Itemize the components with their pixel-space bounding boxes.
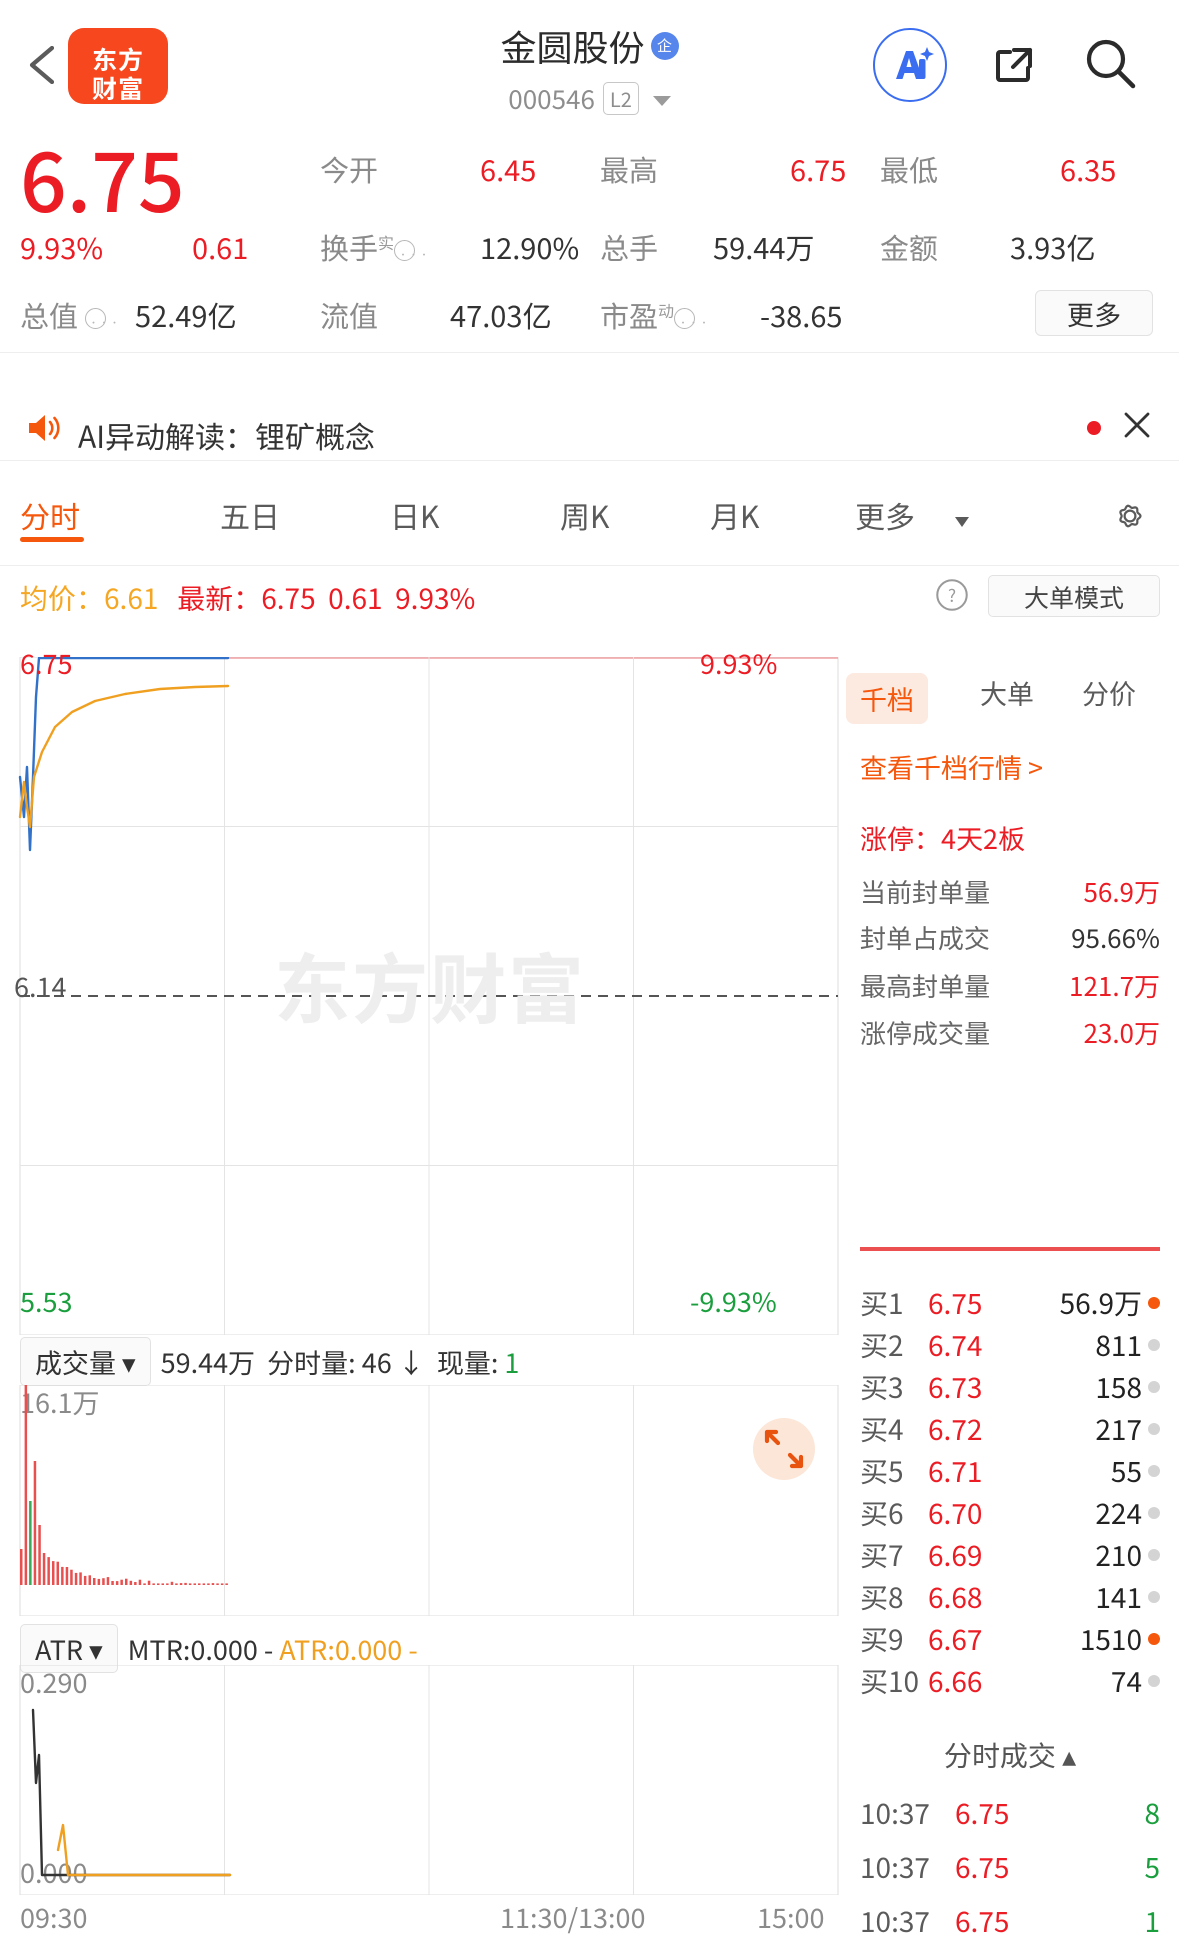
svg-text:16.1万: 16.1万 xyxy=(20,1385,99,1421)
svg-text:?: ? xyxy=(948,582,956,607)
svg-text:0.000: 0.000 xyxy=(20,1852,87,1891)
svg-text:0.290: 0.290 xyxy=(20,1665,87,1701)
svg-text:东方财富: 东方财富 xyxy=(274,929,586,1039)
